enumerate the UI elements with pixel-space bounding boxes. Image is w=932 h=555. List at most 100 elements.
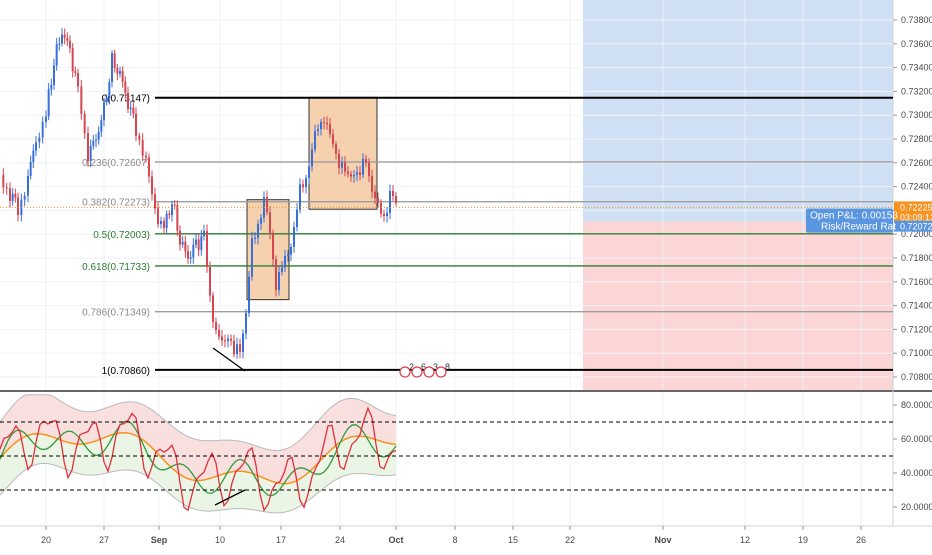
candle-body xyxy=(266,197,268,213)
candle-body xyxy=(23,195,26,200)
osc-y-tick-label: 80.0000 xyxy=(901,400,932,410)
candle-body xyxy=(9,188,11,201)
candle-body xyxy=(350,174,352,177)
y-tick-label: 0.73200 xyxy=(901,86,932,96)
candle-body xyxy=(50,85,53,90)
candle-body xyxy=(200,236,203,251)
candle-body xyxy=(135,113,137,136)
candle-body xyxy=(121,71,124,82)
event-badge-label: 2 xyxy=(409,362,414,372)
candle-body xyxy=(380,202,382,214)
candle-body xyxy=(116,67,119,74)
x-tick-label: 10 xyxy=(215,535,225,545)
osc-ma-line xyxy=(0,431,397,485)
stop-price-value: 0.72072 xyxy=(900,222,932,232)
event-badge[interactable] xyxy=(435,366,447,378)
candle-body xyxy=(275,259,277,291)
candle-body xyxy=(233,340,235,355)
risk-reward-label: Risk/Reward Rat xyxy=(821,222,896,233)
candle-body xyxy=(66,38,69,41)
candle-body xyxy=(111,53,113,83)
fib-level-label: 0.5(0.72003) xyxy=(93,230,150,241)
candle-body xyxy=(141,139,144,156)
candle-body xyxy=(308,166,310,179)
event-badge[interactable] xyxy=(423,366,435,378)
y-tick-label: 0.71800 xyxy=(901,253,932,263)
x-tick-label: 24 xyxy=(335,535,345,545)
countdown-label: 03:09:13 xyxy=(900,212,932,222)
candle-body xyxy=(181,241,184,245)
candle-body xyxy=(347,171,349,175)
candle-body xyxy=(80,86,83,114)
candle-body xyxy=(154,194,156,209)
candle-body xyxy=(224,340,226,342)
candle-body xyxy=(311,149,313,167)
candle-body xyxy=(353,174,355,177)
fib-level-label: 0.382(0.72273) xyxy=(82,198,150,209)
y-tick-label: 0.72600 xyxy=(901,158,932,168)
osc-main-line xyxy=(0,406,397,512)
x-tick-label: 26 xyxy=(856,535,866,545)
candle-body xyxy=(41,121,44,138)
candle-body xyxy=(329,124,331,135)
candle-body xyxy=(203,230,205,237)
candle-body xyxy=(287,254,289,256)
candle-body xyxy=(365,158,367,163)
candle-body xyxy=(299,184,301,210)
candle-body xyxy=(227,338,229,342)
stop-price-tag xyxy=(894,220,932,232)
candle-body xyxy=(160,220,162,225)
candle-body xyxy=(251,238,253,277)
candle-body xyxy=(368,162,370,176)
candle-body xyxy=(305,178,307,188)
candle-body xyxy=(335,144,337,154)
candle-body xyxy=(257,223,259,238)
y-tick-label: 0.71600 xyxy=(901,277,932,287)
candle-body xyxy=(218,330,220,337)
y-tick-label: 0.73000 xyxy=(901,110,932,120)
candle-body xyxy=(2,174,5,188)
osc-y-tick-label: 40.0000 xyxy=(901,468,932,478)
candle-body xyxy=(127,92,129,110)
candle-body xyxy=(215,321,217,331)
candle-body xyxy=(55,44,58,66)
candle-body xyxy=(320,121,322,130)
candle-body xyxy=(69,40,71,49)
event-badge[interactable] xyxy=(399,366,411,378)
candle-body xyxy=(344,162,346,172)
candle-body xyxy=(195,239,197,245)
candle-body xyxy=(89,146,92,162)
osc-band-upper xyxy=(0,394,397,451)
candle-body xyxy=(71,48,74,72)
candle-body xyxy=(184,241,187,252)
candle-body xyxy=(395,195,397,204)
candle-body xyxy=(53,65,55,86)
osc-y-tick-label: 60.0000 xyxy=(901,434,932,444)
highlight-box xyxy=(308,96,378,210)
candle-body xyxy=(92,140,95,147)
event-badge[interactable] xyxy=(411,366,423,378)
candle-body xyxy=(371,175,373,192)
candle-body xyxy=(389,190,391,213)
candle-body xyxy=(236,344,238,355)
candle-body xyxy=(317,129,319,132)
candle-body xyxy=(206,230,208,268)
candle-body xyxy=(341,162,343,168)
candle-body xyxy=(179,230,181,245)
y-tick-label: 0.73600 xyxy=(901,39,932,49)
candle-body xyxy=(129,107,132,110)
osc-trend-line xyxy=(214,489,246,506)
candle-body xyxy=(176,205,179,231)
candle-body xyxy=(221,336,223,341)
candle-body xyxy=(281,267,283,272)
candle-body xyxy=(103,102,105,121)
candle-body xyxy=(374,191,376,198)
candle-body xyxy=(209,267,211,296)
candle-body xyxy=(45,116,47,122)
candle-body xyxy=(165,213,168,228)
current-price-tag xyxy=(894,201,932,224)
fib-level-label: 0.786(0.71349) xyxy=(82,308,150,319)
candle-body xyxy=(27,175,29,196)
candle-body xyxy=(248,276,250,314)
